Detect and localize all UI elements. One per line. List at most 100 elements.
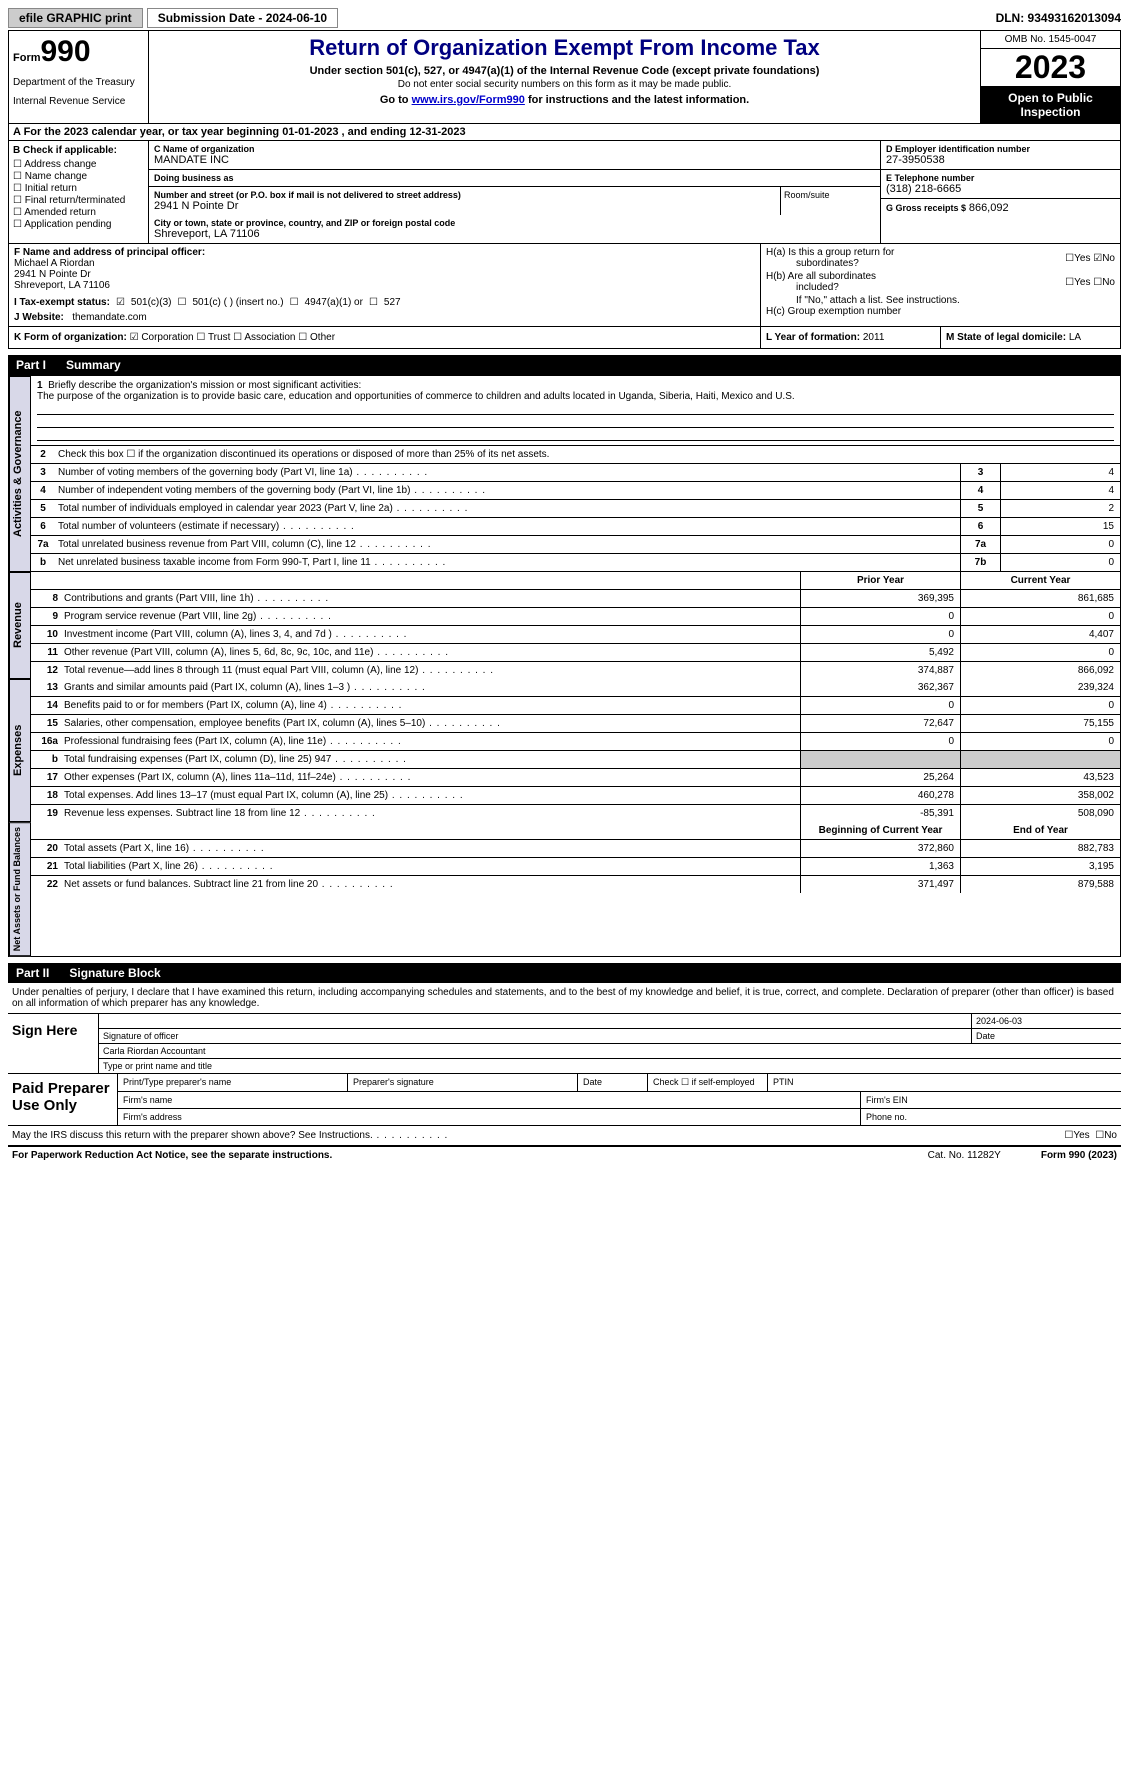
ha-no[interactable] — [1093, 253, 1102, 264]
phone-val: (318) 218-6665 — [886, 183, 1115, 195]
fin-text: Total liabilities (Part X, line 26) — [61, 858, 800, 875]
header-right: OMB No. 1545-0047 2023 Open to Public In… — [980, 31, 1120, 123]
cb-527[interactable] — [369, 297, 378, 308]
begin-year-hdr: Beginning of Current Year — [800, 822, 960, 839]
fin-row: 15 Salaries, other compensation, employe… — [31, 715, 1120, 733]
website-val: themandate.com — [72, 312, 147, 323]
cb-other[interactable] — [298, 332, 307, 343]
form-label: Form — [13, 52, 41, 64]
date-label: Date — [971, 1029, 1121, 1043]
header-left: Form990 Department of the Treasury Inter… — [9, 31, 149, 123]
fin-text: Total revenue—add lines 8 through 11 (mu… — [61, 662, 800, 679]
omb: OMB No. 1545-0047 — [981, 31, 1120, 49]
governance-section: Activities & Governance 1 Briefly descri… — [9, 376, 1120, 572]
gov-row: 3 Number of voting members of the govern… — [31, 464, 1120, 482]
cb-corp[interactable] — [130, 332, 139, 343]
netassets-section: Net Assets or Fund Balances Beginning of… — [9, 822, 1120, 956]
q1-num: 1 — [37, 380, 43, 391]
fin-prior: 72,647 — [800, 715, 960, 732]
fin-num: 15 — [31, 715, 61, 732]
fin-current: 3,195 — [960, 858, 1120, 875]
fin-text: Professional fundraising fees (Part IX, … — [61, 733, 800, 750]
row-box: 3 — [960, 464, 1000, 481]
hb-no[interactable] — [1093, 277, 1102, 288]
row-box: 5 — [960, 500, 1000, 517]
efile-btn[interactable]: efile GRAPHIC print — [8, 8, 143, 28]
discuss-yes[interactable] — [1064, 1130, 1073, 1141]
end-year-hdr: End of Year — [960, 822, 1120, 839]
fin-current: 508,090 — [960, 805, 1120, 822]
fin-text: Net assets or fund balances. Subtract li… — [61, 876, 800, 893]
irs-link[interactable]: www.irs.gov/Form990 — [412, 94, 525, 106]
discuss-no[interactable] — [1095, 1130, 1104, 1141]
gov-row: 7a Total unrelated business revenue from… — [31, 536, 1120, 554]
footer-form: Form 990 (2023) — [1041, 1150, 1117, 1161]
cb-trust[interactable] — [196, 332, 205, 343]
fin-current: 358,002 — [960, 787, 1120, 804]
fin-num: 17 — [31, 769, 61, 786]
phone-label: E Telephone number — [886, 173, 1115, 183]
cb-pending[interactable]: Application pending — [13, 219, 144, 230]
part1-header: Part I Summary — [8, 355, 1121, 375]
col-de: D Employer identification number 27-3950… — [880, 141, 1120, 243]
fin-row: 12 Total revenue—add lines 8 through 11 … — [31, 662, 1120, 679]
part2-title: Signature Block — [69, 966, 160, 980]
row-a: A For the 2023 calendar year, or tax yea… — [8, 124, 1121, 141]
fin-row: 14 Benefits paid to or for members (Part… — [31, 697, 1120, 715]
col-f: F Name and address of principal officer:… — [9, 244, 760, 326]
q1-text: Briefly describe the organization's miss… — [48, 380, 361, 391]
preparer-section: Paid Preparer Use Only Print/Type prepar… — [8, 1074, 1121, 1125]
part1-title: Summary — [66, 358, 121, 372]
row-text: Total number of volunteers (estimate if … — [55, 518, 960, 535]
prep-sig: Preparer's signature — [348, 1074, 578, 1091]
col-b: B Check if applicable: Address change Na… — [9, 141, 149, 243]
ha-yes[interactable] — [1065, 253, 1074, 264]
col-h: H(a) Is this a group return for subordin… — [760, 244, 1120, 326]
fin-text: Salaries, other compensation, employee b… — [61, 715, 800, 732]
fin-num: 20 — [31, 840, 61, 857]
b-header: B Check if applicable: — [13, 145, 144, 156]
fin-prior: 374,887 — [800, 662, 960, 679]
submission-date: Submission Date - 2024-06-10 — [147, 8, 338, 28]
fin-current: 4,407 — [960, 626, 1120, 643]
cb-address[interactable]: Address change — [13, 159, 144, 170]
prior-year-hdr: Prior Year — [800, 572, 960, 589]
cb-501c[interactable] — [178, 297, 187, 308]
revenue-section: Revenue Prior Year Current Year 8 Contri… — [9, 572, 1120, 679]
hb-yes[interactable] — [1065, 277, 1074, 288]
prep-check: Check ☐ if self-employed — [648, 1074, 768, 1091]
fin-text: Revenue less expenses. Subtract line 18 … — [61, 805, 800, 822]
phone-cell: E Telephone number (318) 218-6665 — [881, 170, 1120, 199]
open-inspection: Open to Public Inspection — [981, 87, 1120, 123]
cb-name[interactable]: Name change — [13, 171, 144, 182]
cb-501c3[interactable] — [116, 297, 125, 308]
fin-num: 22 — [31, 876, 61, 893]
netassets-label: Net Assets or Fund Balances — [9, 822, 31, 956]
fin-text: Total expenses. Add lines 13–17 (must eq… — [61, 787, 800, 804]
form-number: Form990 — [13, 35, 144, 69]
fin-text: Benefits paid to or for members (Part IX… — [61, 697, 800, 714]
fin-text: Total assets (Part X, line 16) — [61, 840, 800, 857]
fin-row: 19 Revenue less expenses. Subtract line … — [31, 805, 1120, 822]
city-label: City or town, state or province, country… — [154, 218, 875, 228]
declaration: Under penalties of perjury, I declare th… — [8, 983, 1121, 1014]
cb-initial[interactable]: Initial return — [13, 183, 144, 194]
form-title: Return of Organization Exempt From Incom… — [153, 35, 976, 61]
dba-label: Doing business as — [154, 173, 875, 183]
row-val: 4 — [1000, 464, 1120, 481]
cb-assoc[interactable] — [233, 332, 242, 343]
cb-amended[interactable]: Amended return — [13, 207, 144, 218]
fin-num: 11 — [31, 644, 61, 661]
fin-num: 9 — [31, 608, 61, 625]
cb-final[interactable]: Final return/terminated — [13, 195, 144, 206]
k-label: K Form of organization: — [14, 332, 127, 343]
sig-officer-label: Signature of officer — [98, 1029, 971, 1043]
hc: H(c) Group exemption number — [766, 306, 1115, 317]
ha-row: H(a) Is this a group return for subordin… — [766, 247, 1115, 269]
fin-prior: -85,391 — [800, 805, 960, 822]
col-k: K Form of organization: Corporation Trus… — [9, 327, 760, 348]
cb-4947[interactable] — [290, 297, 299, 308]
dln: DLN: 93493162013094 — [996, 11, 1121, 25]
part2-num: Part II — [16, 966, 49, 980]
f-label: F Name and address of principal officer: — [14, 247, 755, 258]
